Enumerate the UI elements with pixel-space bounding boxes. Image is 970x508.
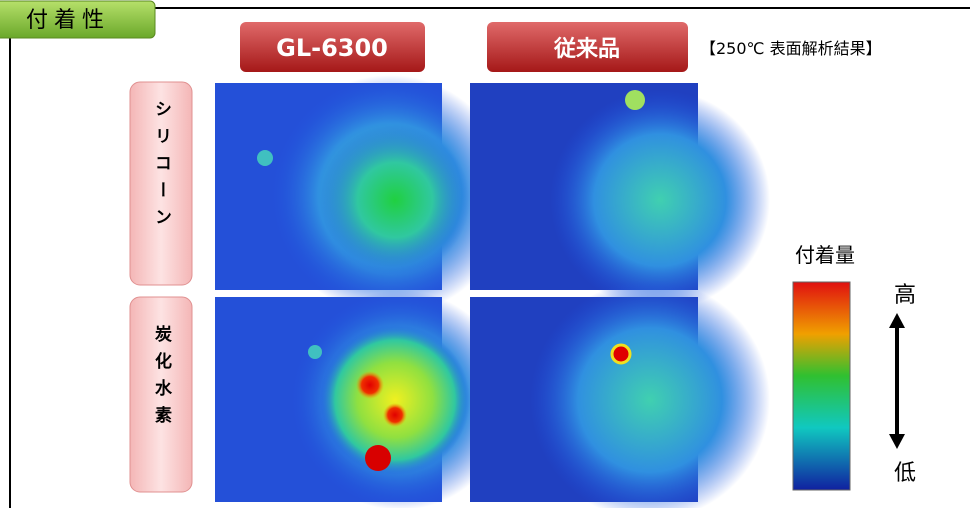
column-header	[240, 22, 425, 72]
legend-title: 付着量	[795, 243, 855, 267]
title-tab	[0, 0, 156, 39]
arrow	[889, 313, 905, 449]
column-label: GL-6300	[276, 34, 388, 62]
row-label: シリコーン	[151, 100, 171, 235]
legend-low: 低	[894, 461, 916, 486]
heatmap	[215, 290, 510, 508]
title: 付着性	[26, 8, 110, 33]
legend-high: 高	[894, 283, 916, 308]
heatmap	[215, 75, 510, 315]
note: 【250℃ 表面解析結果】	[700, 39, 882, 58]
row-label: 炭化水素	[151, 324, 172, 433]
row-header	[129, 81, 193, 286]
heatmap	[470, 83, 770, 310]
column-header	[487, 22, 688, 72]
row-header	[129, 296, 193, 493]
heatmap	[470, 280, 770, 508]
column-label: 従来品	[553, 36, 620, 62]
color-scale	[792, 281, 851, 491]
